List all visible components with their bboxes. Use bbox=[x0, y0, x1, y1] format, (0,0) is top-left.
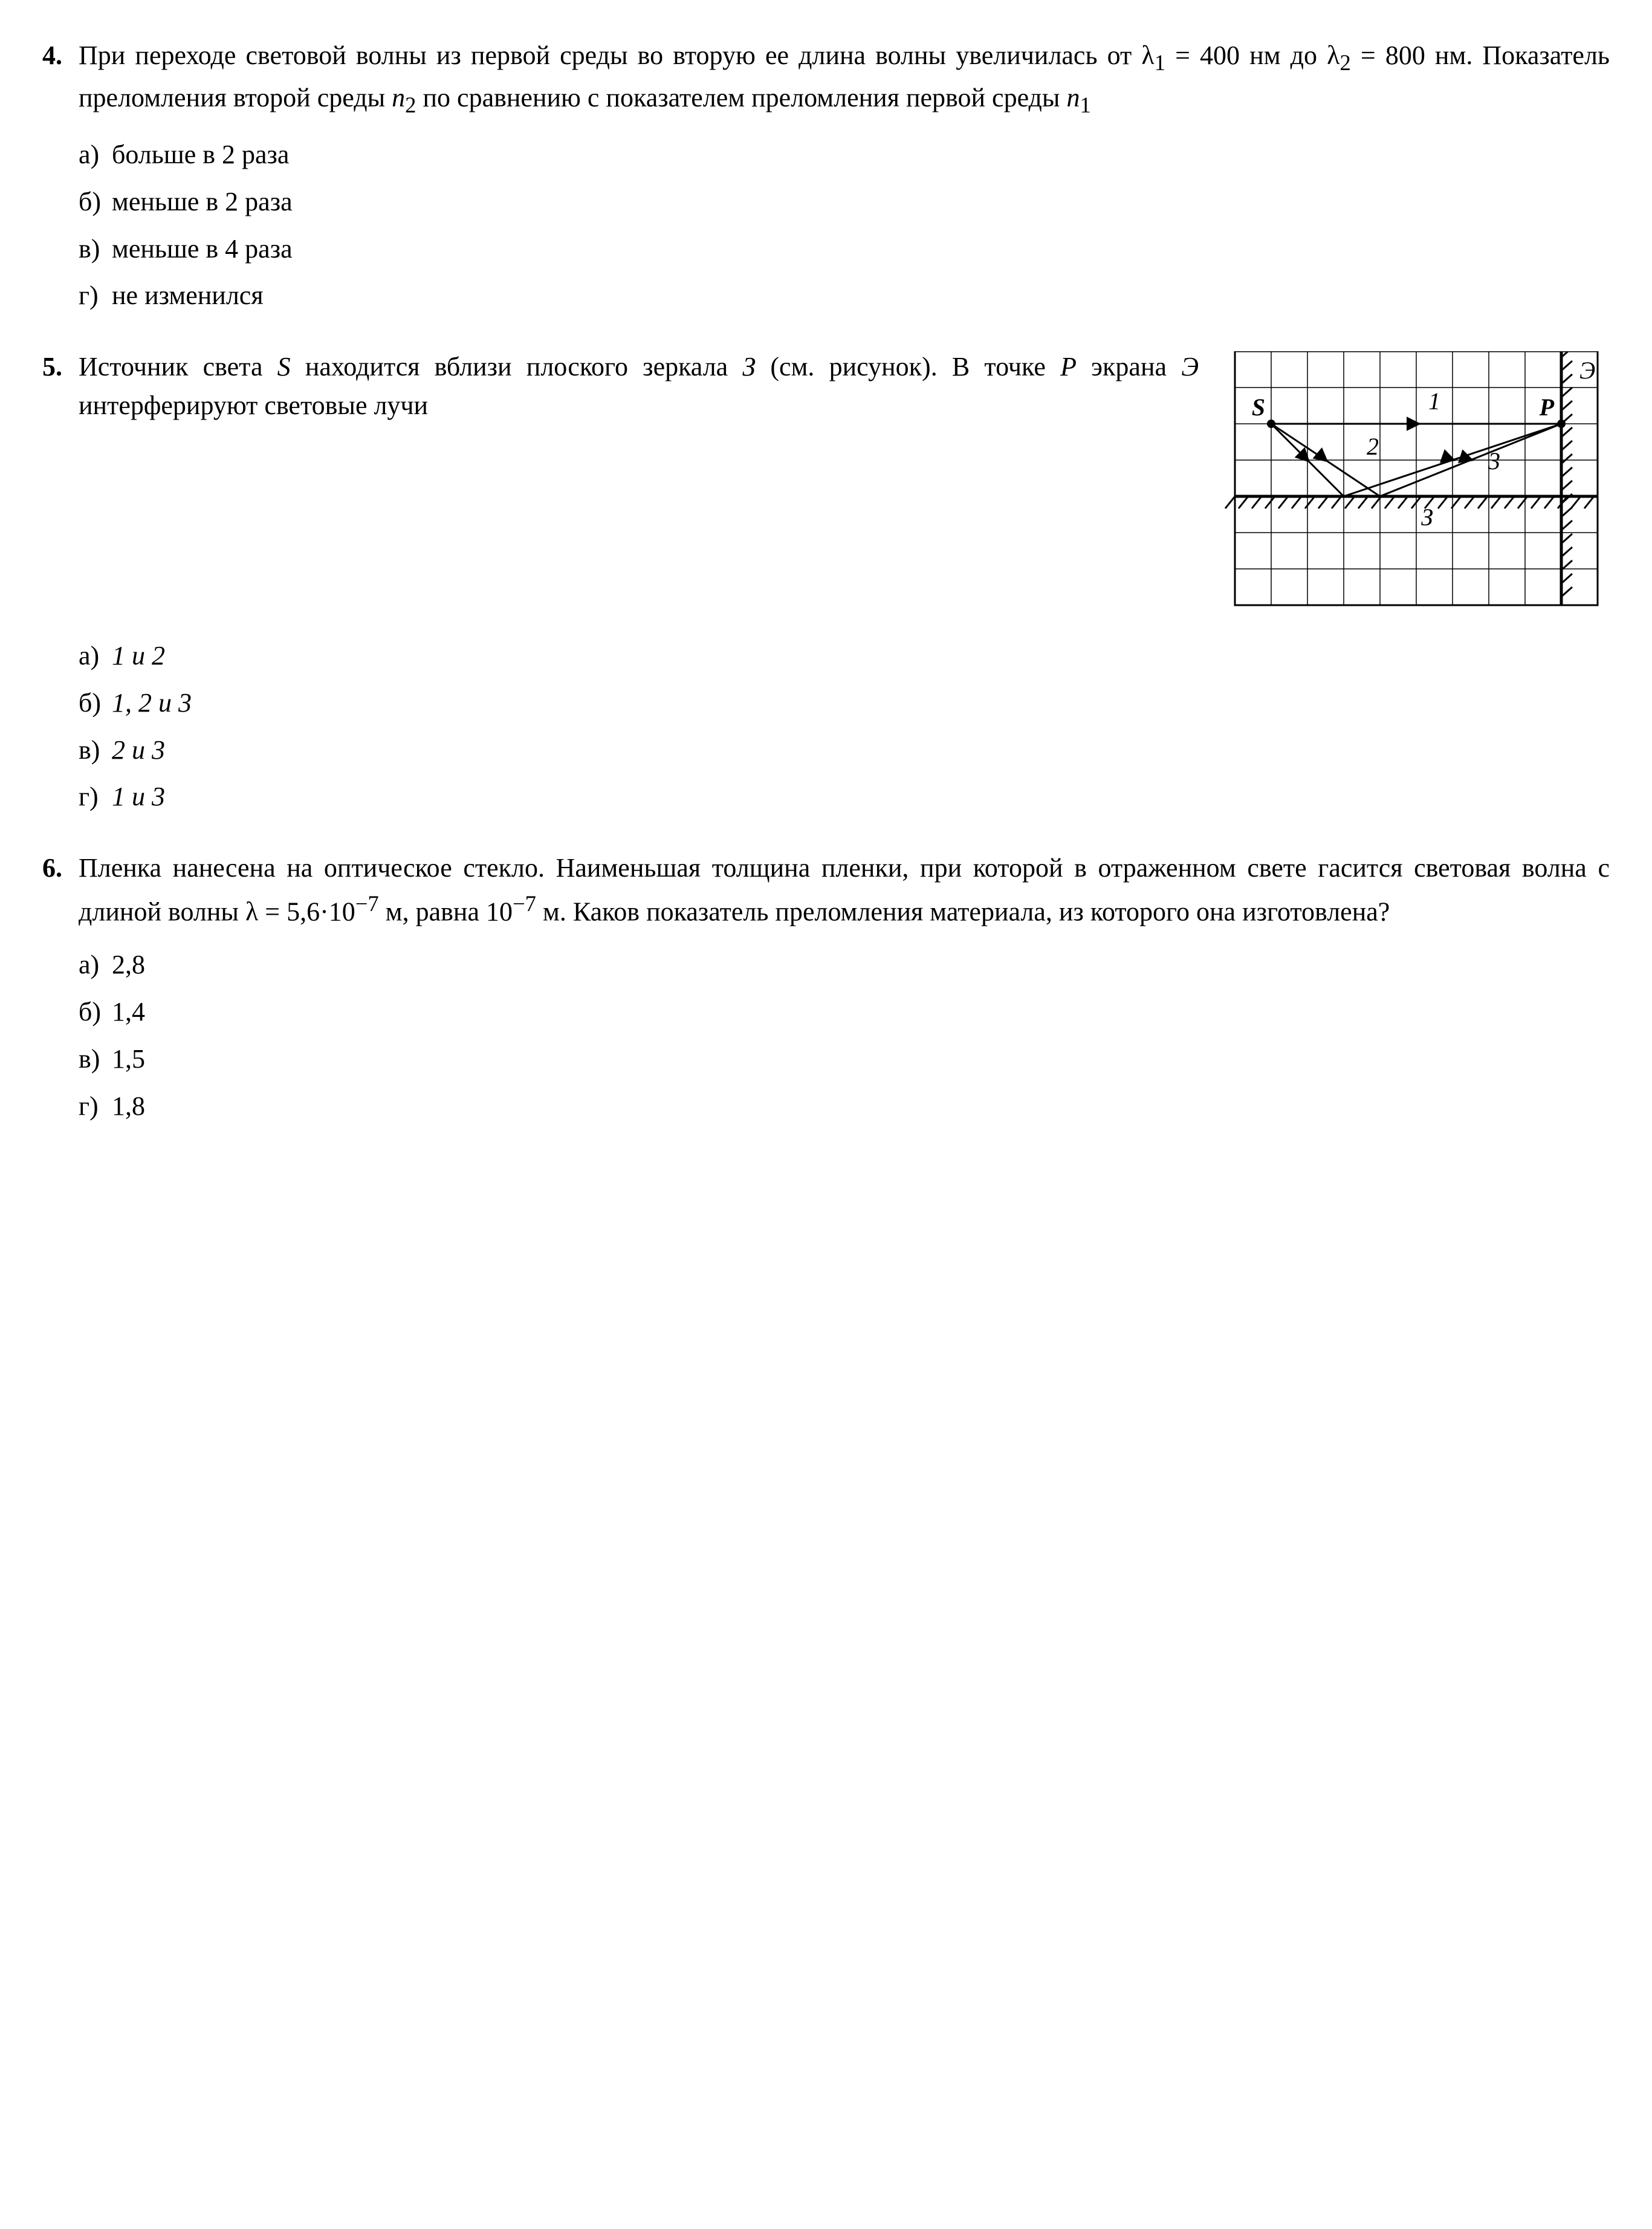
problem-text: При переходе световой волны из первой ср… bbox=[79, 36, 1610, 121]
q4-text-part1: При переходе световой волны из первой ср… bbox=[79, 41, 1141, 70]
option-g: г)не изменился bbox=[79, 276, 1610, 315]
q4-n2: n bbox=[392, 83, 405, 112]
option-a: а)2,8 bbox=[79, 946, 1610, 984]
q5-text-part5: интерферируют световые лучи bbox=[79, 391, 428, 420]
problem-number: 4. bbox=[42, 36, 79, 323]
option-b: б)1,4 bbox=[79, 993, 1610, 1031]
q5-text-part3: (см. рисунок). В точке bbox=[770, 352, 1060, 381]
svg-text:Э: Э bbox=[1579, 357, 1595, 384]
q4-n1: n bbox=[1066, 83, 1080, 112]
problem-body: Источник света S находится вблизи плоско… bbox=[79, 348, 1610, 825]
svg-text:3: 3 bbox=[1488, 447, 1500, 475]
svg-text:1: 1 bbox=[1428, 388, 1440, 415]
diagram-svg: S P 1 2 3 З Э bbox=[1223, 351, 1610, 611]
figure-mirror-diagram: S P 1 2 3 З Э bbox=[1223, 351, 1610, 622]
problem-text: Источник света S находится вблизи плоско… bbox=[79, 348, 1199, 425]
options-list: а)2,8 б)1,4 в)1,5 г)1,8 bbox=[79, 946, 1610, 1125]
q5-text-part4: экрана bbox=[1091, 352, 1181, 381]
svg-text:P: P bbox=[1539, 394, 1555, 421]
row-with-figure: Источник света S находится вблизи плоско… bbox=[79, 348, 1610, 622]
problem-number: 5. bbox=[42, 348, 79, 825]
problem-text: Пленка нанесена на оптическое стекло. На… bbox=[79, 849, 1610, 931]
option-a: а)1 и 2 bbox=[79, 637, 1610, 675]
option-v: в)1,5 bbox=[79, 1040, 1610, 1079]
option-g: г)1 и 3 bbox=[79, 777, 1610, 816]
problem-number: 6. bbox=[42, 849, 79, 1134]
q6-text-part3: м. Каков показатель преломления материал… bbox=[543, 897, 1390, 927]
option-g: г)1,8 bbox=[79, 1087, 1610, 1126]
option-v: в)2 и 3 bbox=[79, 731, 1610, 770]
options-list: а)больше в 2 раза б)меньше в 2 раза в)ме… bbox=[79, 135, 1610, 315]
option-v: в)меньше в 4 раза bbox=[79, 230, 1610, 268]
svg-text:З: З bbox=[1421, 504, 1433, 531]
problem-body: Пленка нанесена на оптическое стекло. На… bbox=[79, 849, 1610, 1134]
q4-lambda1: λ1 = 400 нм bbox=[1141, 41, 1280, 70]
options-list: а)1 и 2 б)1, 2 и 3 в)2 и 3 г)1 и 3 bbox=[79, 637, 1610, 816]
problem-6: 6. Пленка нанесена на оптическое стекло.… bbox=[42, 849, 1610, 1134]
q5-text-part2: находится вблизи плоского зеркала bbox=[305, 352, 743, 381]
q6-text-part2: м, равна 10 bbox=[386, 897, 513, 927]
option-a: а)больше в 2 раза bbox=[79, 135, 1610, 174]
q4-text-part4: по сравнению с показателем преломления п… bbox=[423, 83, 1067, 112]
problem-body: При переходе световой волны из первой ср… bbox=[79, 36, 1610, 323]
option-b: б)1, 2 и 3 bbox=[79, 684, 1610, 722]
q4-lambda2: λ2 = 800 нм bbox=[1327, 41, 1466, 70]
option-b: б)меньше в 2 раза bbox=[79, 183, 1610, 221]
problem-4: 4. При переходе световой волны из первой… bbox=[42, 36, 1610, 323]
problem-5: 5. Источник света S находится вблизи пло… bbox=[42, 348, 1610, 825]
q5-text-part1: Источник света bbox=[79, 352, 277, 381]
svg-text:S: S bbox=[1252, 394, 1265, 421]
svg-text:2: 2 bbox=[1367, 433, 1379, 460]
q4-text-part2: до bbox=[1291, 41, 1327, 70]
